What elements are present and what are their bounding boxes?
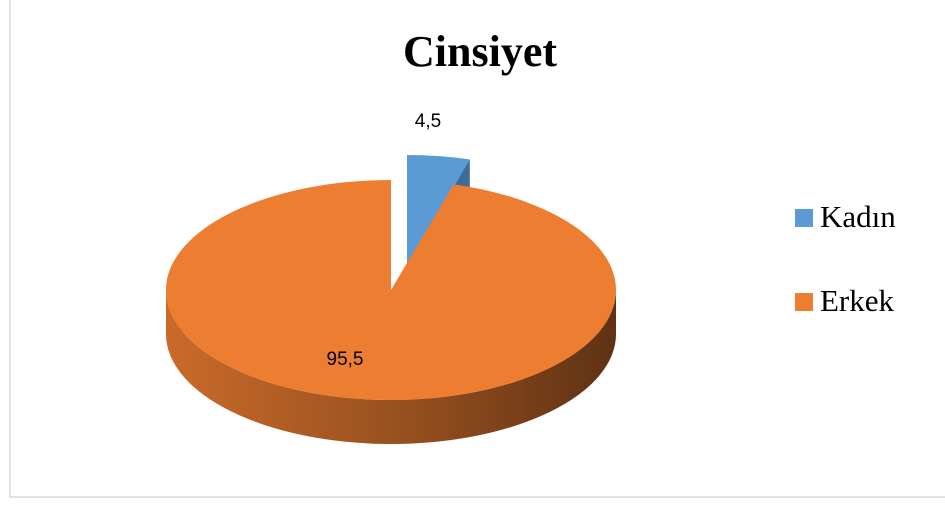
legend-label: Erkek — [820, 283, 895, 318]
legend-swatch — [795, 209, 813, 227]
legend-swatch — [795, 293, 813, 311]
data-label: 4,5 — [415, 111, 441, 132]
chart-title: Cinsiyet — [403, 27, 557, 76]
pie: 4,5 95,5 — [165, 111, 616, 444]
legend-label: Kadın — [820, 199, 896, 234]
slice — [165, 180, 616, 400]
data-label: 95,5 — [327, 349, 364, 370]
side-shade — [166, 290, 616, 444]
legend: Kadın Erkek — [795, 199, 896, 318]
